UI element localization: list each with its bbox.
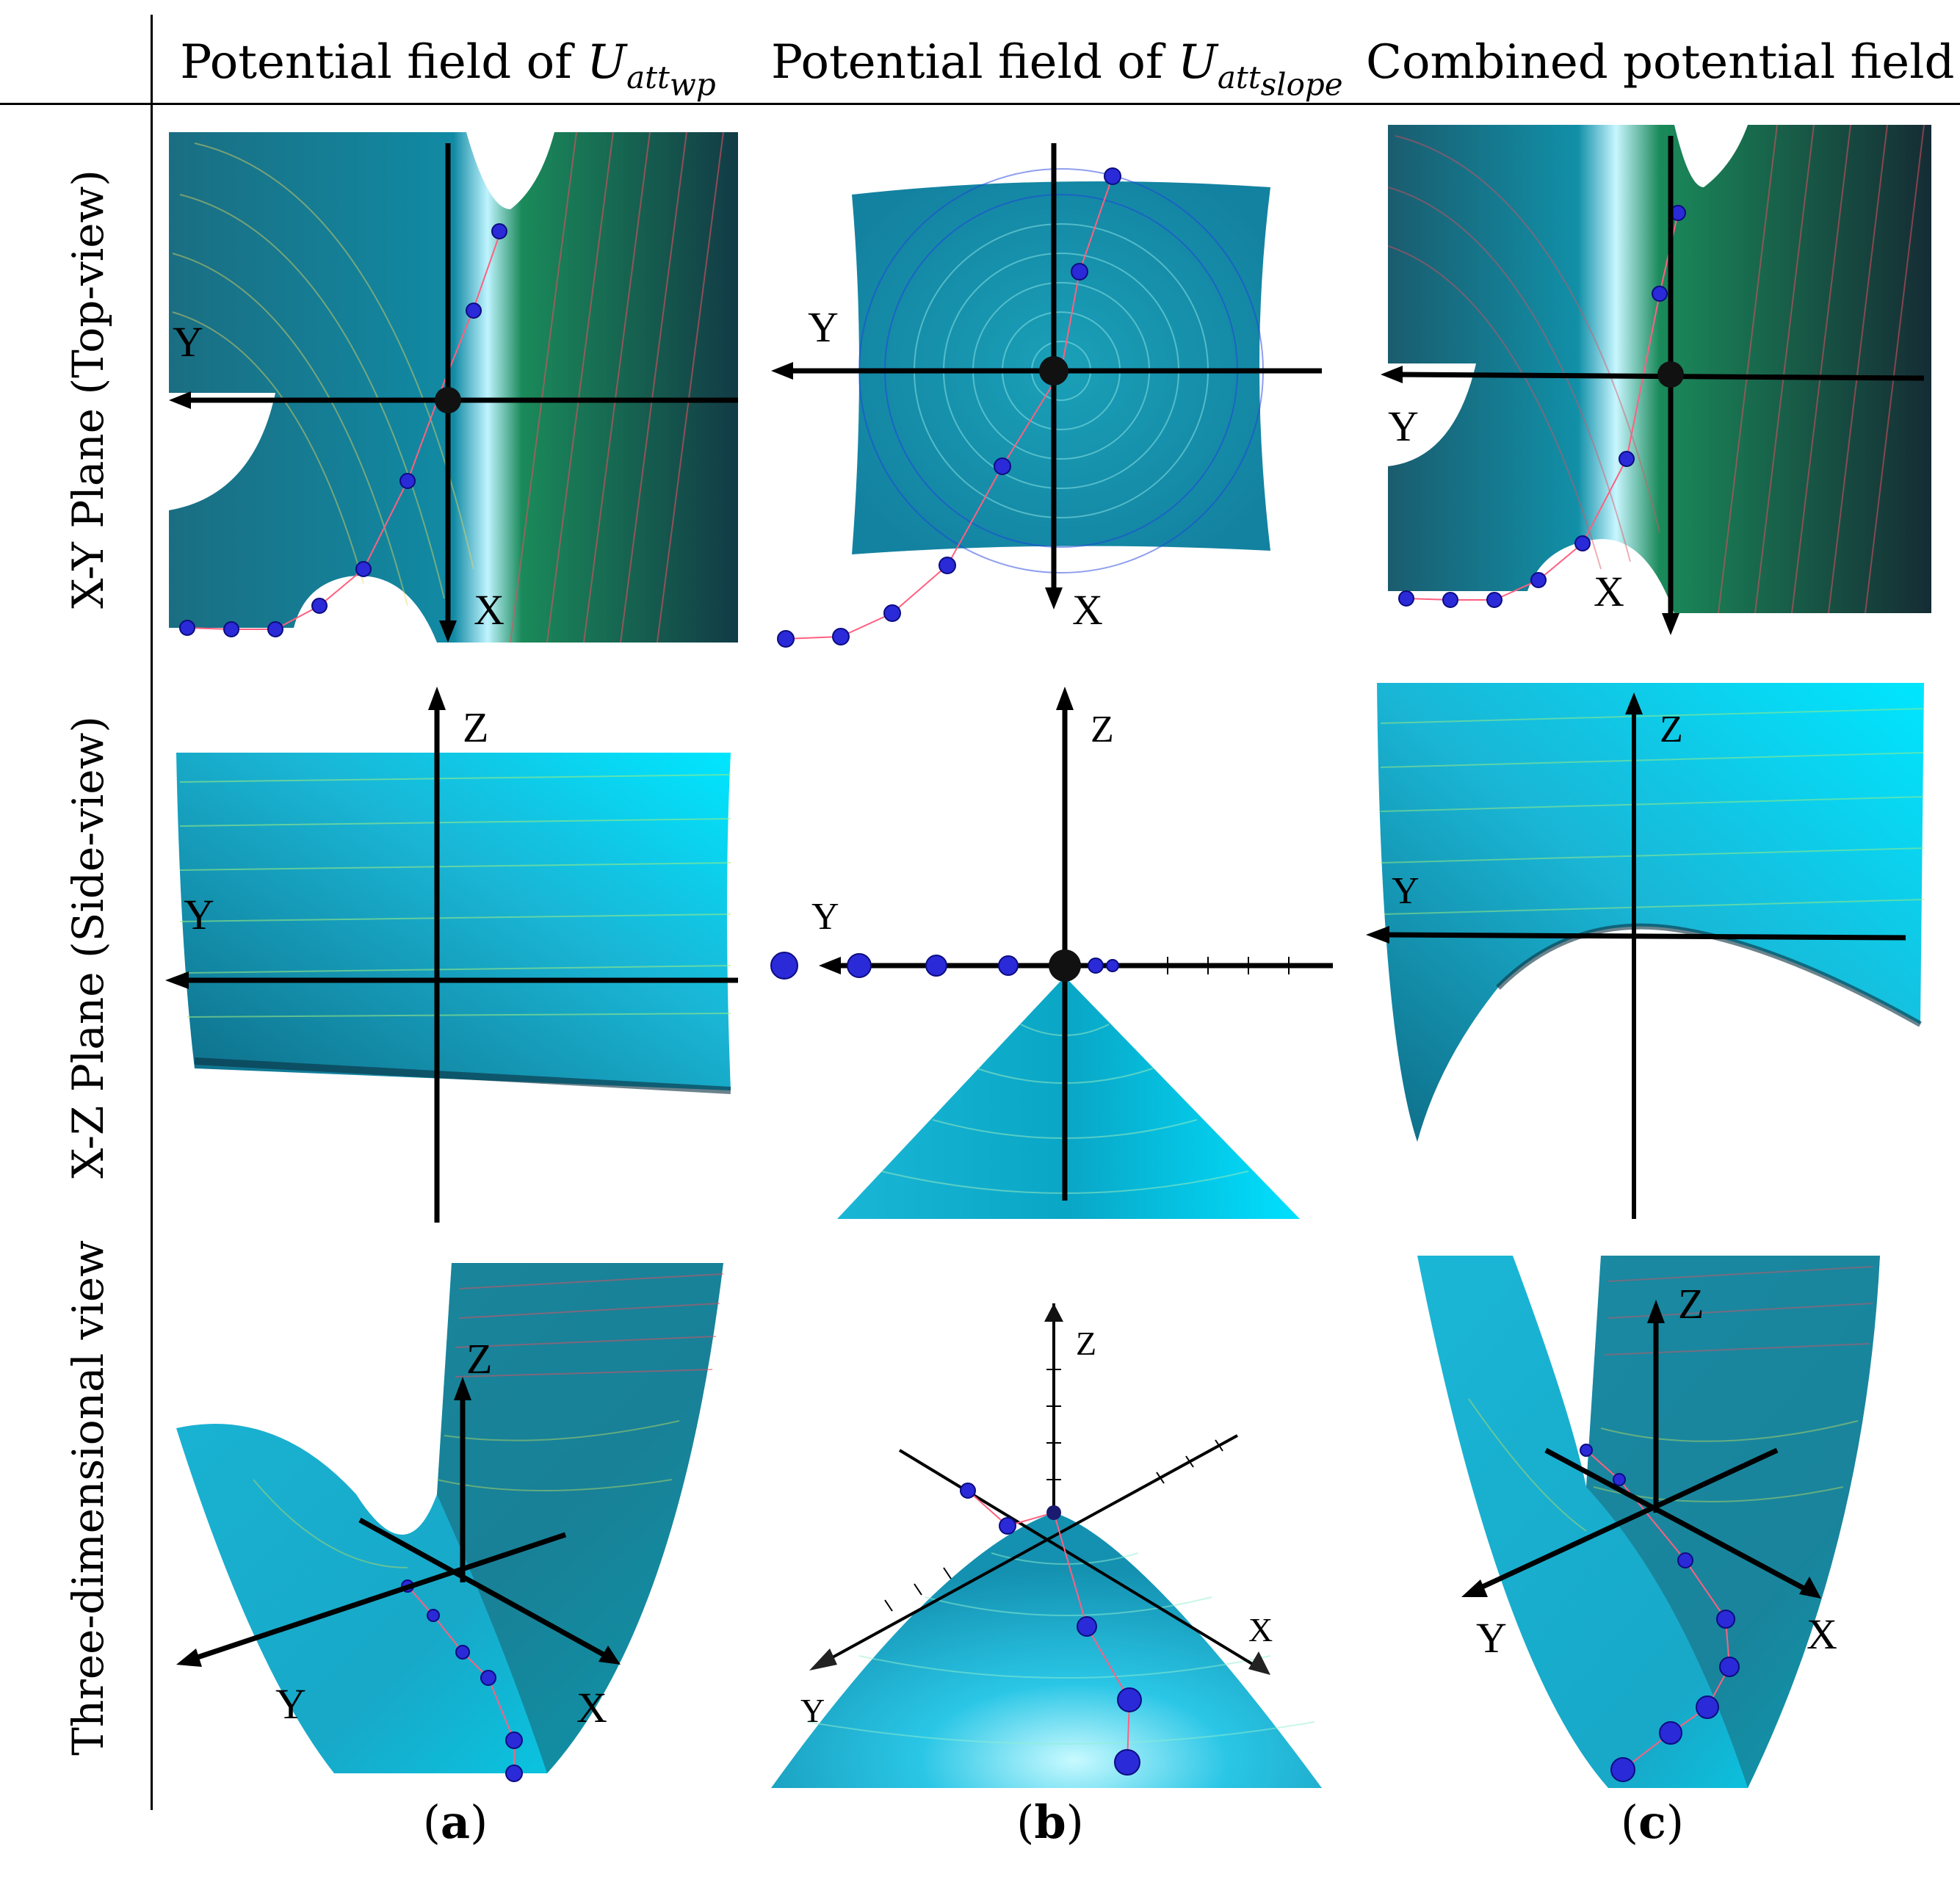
header-col-b: Potential field of Uattslope <box>771 35 1343 103</box>
label-y-c-top: Y <box>1388 402 1419 450</box>
label-y-b-3d: Y <box>800 1692 825 1729</box>
label-y-a-3d: Y <box>275 1680 306 1728</box>
panel-b-side-view: Z Y <box>770 687 1333 1219</box>
axis-y-c-side <box>1380 932 1906 941</box>
label-x-b-top: X <box>1072 586 1103 634</box>
label-z-a-3d: Z <box>466 1335 492 1383</box>
caption-a: (a) <box>422 1795 488 1849</box>
label-z-b-3d: Z <box>1076 1325 1096 1362</box>
panel-a-side-view: Z Y <box>165 687 738 1223</box>
axis-y-a-3d <box>189 1532 567 1662</box>
label-y-c-side: Y <box>1392 870 1420 912</box>
label-y-a-top: Y <box>173 318 203 366</box>
label-x-a-top: X <box>474 586 505 634</box>
panel-a-3d-view: Z Y X <box>176 1263 724 1782</box>
header-col-a-symbol: U <box>587 35 627 90</box>
header-col-b-symbol: U <box>1177 35 1218 90</box>
axis-x-c-3d <box>1544 1447 1808 1593</box>
caption-b: (b) <box>1016 1795 1084 1849</box>
caption-c: (c) <box>1620 1795 1685 1849</box>
row-label-divider <box>151 15 153 1810</box>
panel-a-top-view: Y X <box>169 131 738 643</box>
label-x-c-top: X <box>1594 568 1624 615</box>
panel-c-side-view: Z Y <box>1366 683 1925 1219</box>
surface-b-3d <box>771 1513 1322 1788</box>
label-x-b-3d: X <box>1248 1611 1273 1648</box>
surface-b-side <box>837 977 1300 1219</box>
header-col-a: Potential field of Uattwp <box>180 35 716 103</box>
label-y-a-side: Y <box>184 891 214 938</box>
label-z-a-side: Z <box>463 703 488 751</box>
path-line-b-top <box>785 175 1113 640</box>
panel-c-top-view: Y X <box>1381 124 1931 635</box>
surface-c-side <box>1377 683 1924 1142</box>
axis-y-c-3d <box>1475 1447 1779 1593</box>
label-y-c-3d: Y <box>1476 1614 1507 1662</box>
panel-c-3d-view: Z Y X <box>1417 1256 1880 1788</box>
panel-b-3d-view: Z Y X <box>771 1303 1322 1788</box>
label-y-b-side: Y <box>811 896 839 938</box>
label-y-b-top: Y <box>808 303 839 351</box>
axis-x-a-3d <box>358 1517 607 1659</box>
axis-x-b-3d <box>898 1449 1265 1672</box>
row-label-top-view: X-Y Plane (Top-view) <box>63 170 113 609</box>
label-z-c-3d: Z <box>1678 1280 1704 1328</box>
label-x-c-3d: X <box>1807 1610 1837 1658</box>
panel-b-top-view: Y X <box>771 143 1322 648</box>
surface-a-top <box>169 132 738 643</box>
row-label-3d-view: Three-dimensional view <box>63 1240 113 1756</box>
header-divider <box>0 103 1960 105</box>
row-label-side-view: X-Z Plane (Side-view) <box>63 716 113 1179</box>
label-x-a-3d: X <box>576 1684 607 1731</box>
label-z-c-side: Z <box>1660 709 1683 750</box>
label-z-b-side: Z <box>1091 709 1114 750</box>
surface-a-side <box>176 753 731 1090</box>
axis-y-b-3d <box>814 1434 1238 1668</box>
header-col-c: Combined potential field <box>1366 35 1955 90</box>
